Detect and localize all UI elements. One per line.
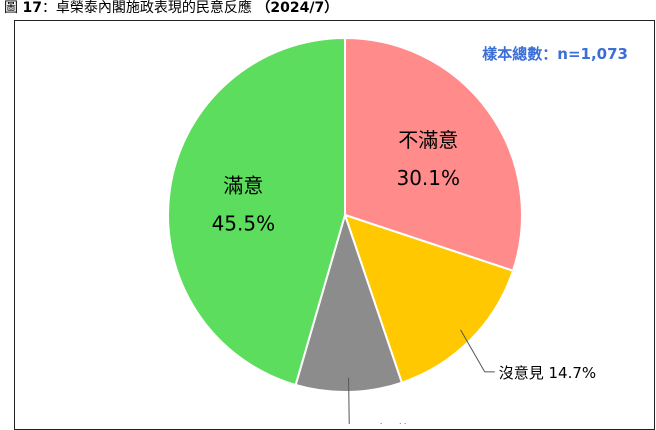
leader-line-2-1: [460, 329, 486, 373]
slice-value-1: 30.1%: [396, 166, 460, 190]
pie-slice-2: [343, 213, 515, 384]
figure-title-number: 17: [22, 0, 42, 16]
figure-title-text: ：卓榮泰內閣施政表現的民意反應: [41, 0, 252, 16]
figure-title: 圖 17：卓榮泰內閣施政表現的民意反應 （2024/7）: [4, 0, 338, 17]
sample-size-note: 樣本總數：n=1,073: [482, 45, 628, 63]
slice-label-1: 不滿意: [398, 128, 458, 152]
slice-label-3: 不知道 9.7%: [363, 422, 451, 424]
slice-label-4: 滿意: [223, 174, 263, 198]
slice-value-4: 45.5%: [212, 212, 276, 236]
figure-title-prefix: 圖: [4, 0, 18, 16]
pie-slice-4: [167, 36, 346, 387]
figure-title-date: （2024/7）: [256, 0, 339, 16]
slice-label-2: 沒意見 14.7%: [499, 364, 596, 382]
leader-line-3-1: [348, 377, 350, 424]
pie-slice-1: [344, 36, 523, 273]
